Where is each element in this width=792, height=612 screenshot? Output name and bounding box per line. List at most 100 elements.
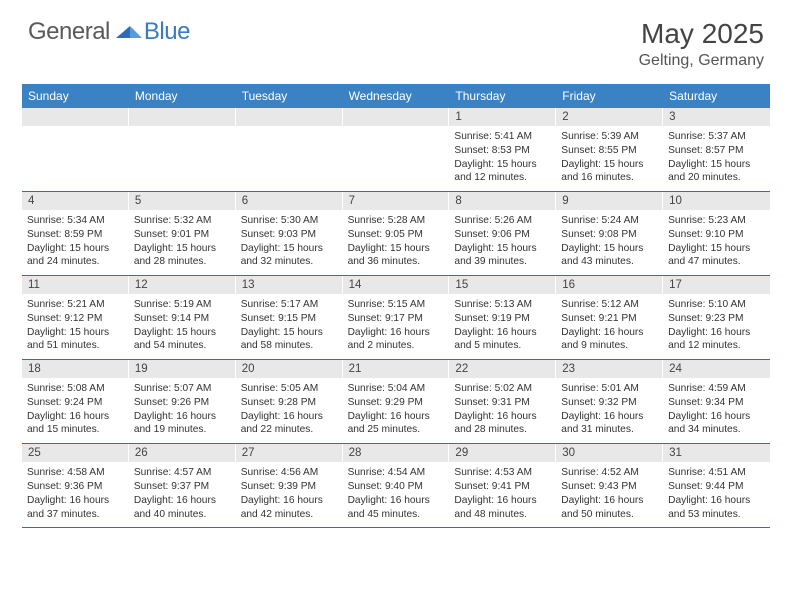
daylight-text-1: Daylight: 16 hours: [668, 326, 765, 340]
daylight-text-1: Daylight: 15 hours: [454, 158, 551, 172]
sunset-text: Sunset: 9:41 PM: [454, 480, 551, 494]
sunrise-text: Sunrise: 5:07 AM: [134, 382, 231, 396]
sunrise-text: Sunrise: 5:37 AM: [668, 130, 765, 144]
daylight-text-2: and 19 minutes.: [134, 423, 231, 437]
day-number: 30: [556, 444, 663, 462]
day-body: Sunrise: 5:34 AMSunset: 8:59 PMDaylight:…: [22, 210, 129, 275]
day-number: 29: [449, 444, 556, 462]
day-number: 10: [663, 192, 770, 210]
daylight-text-1: Daylight: 15 hours: [561, 242, 658, 256]
daylight-text-2: and 51 minutes.: [27, 339, 124, 353]
day-body: Sunrise: 5:12 AMSunset: 9:21 PMDaylight:…: [556, 294, 663, 359]
daylight-text-1: Daylight: 15 hours: [241, 326, 338, 340]
sunset-text: Sunset: 9:01 PM: [134, 228, 231, 242]
day-number: [129, 108, 236, 126]
daylight-text-2: and 25 minutes.: [348, 423, 445, 437]
daylight-text-2: and 15 minutes.: [27, 423, 124, 437]
day-cell: 1Sunrise: 5:41 AMSunset: 8:53 PMDaylight…: [449, 108, 556, 191]
daylight-text-1: Daylight: 16 hours: [668, 410, 765, 424]
week-row: 18Sunrise: 5:08 AMSunset: 9:24 PMDayligh…: [22, 360, 770, 444]
sunset-text: Sunset: 9:37 PM: [134, 480, 231, 494]
day-body: Sunrise: 5:02 AMSunset: 9:31 PMDaylight:…: [449, 378, 556, 443]
day-number: 9: [556, 192, 663, 210]
day-body: Sunrise: 5:30 AMSunset: 9:03 PMDaylight:…: [236, 210, 343, 275]
sunset-text: Sunset: 9:39 PM: [241, 480, 338, 494]
calendar: SundayMondayTuesdayWednesdayThursdayFrid…: [22, 84, 770, 528]
day-body: Sunrise: 5:08 AMSunset: 9:24 PMDaylight:…: [22, 378, 129, 443]
day-number: 21: [343, 360, 450, 378]
daylight-text-2: and 40 minutes.: [134, 508, 231, 522]
sunrise-text: Sunrise: 5:32 AM: [134, 214, 231, 228]
day-number: 14: [343, 276, 450, 294]
daylight-text-2: and 5 minutes.: [454, 339, 551, 353]
title-block: May 2025 Gelting, Germany: [639, 18, 764, 70]
sunrise-text: Sunrise: 4:53 AM: [454, 466, 551, 480]
day-body: Sunrise: 5:32 AMSunset: 9:01 PMDaylight:…: [129, 210, 236, 275]
daylight-text-2: and 2 minutes.: [348, 339, 445, 353]
logo: General Blue: [28, 18, 190, 46]
day-cell: [129, 108, 236, 191]
daylight-text-1: Daylight: 15 hours: [27, 326, 124, 340]
daylight-text-2: and 50 minutes.: [561, 508, 658, 522]
day-body: Sunrise: 5:04 AMSunset: 9:29 PMDaylight:…: [343, 378, 450, 443]
sunrise-text: Sunrise: 5:19 AM: [134, 298, 231, 312]
sunset-text: Sunset: 9:05 PM: [348, 228, 445, 242]
day-cell: 24Sunrise: 4:59 AMSunset: 9:34 PMDayligh…: [663, 360, 770, 443]
day-body: Sunrise: 5:24 AMSunset: 9:08 PMDaylight:…: [556, 210, 663, 275]
day-cell: [343, 108, 450, 191]
sunrise-text: Sunrise: 5:23 AM: [668, 214, 765, 228]
day-cell: 16Sunrise: 5:12 AMSunset: 9:21 PMDayligh…: [556, 276, 663, 359]
daylight-text-2: and 34 minutes.: [668, 423, 765, 437]
day-cell: 18Sunrise: 5:08 AMSunset: 9:24 PMDayligh…: [22, 360, 129, 443]
week-row: 4Sunrise: 5:34 AMSunset: 8:59 PMDaylight…: [22, 192, 770, 276]
sunset-text: Sunset: 9:36 PM: [27, 480, 124, 494]
day-body: Sunrise: 5:28 AMSunset: 9:05 PMDaylight:…: [343, 210, 450, 275]
daylight-text-1: Daylight: 16 hours: [27, 410, 124, 424]
day-body: Sunrise: 5:15 AMSunset: 9:17 PMDaylight:…: [343, 294, 450, 359]
daylight-text-1: Daylight: 16 hours: [454, 494, 551, 508]
daylight-text-2: and 22 minutes.: [241, 423, 338, 437]
sunrise-text: Sunrise: 5:12 AM: [561, 298, 658, 312]
dow-cell: Saturday: [663, 84, 770, 108]
daylight-text-2: and 24 minutes.: [27, 255, 124, 269]
sunrise-text: Sunrise: 5:39 AM: [561, 130, 658, 144]
daylight-text-2: and 31 minutes.: [561, 423, 658, 437]
sunset-text: Sunset: 9:26 PM: [134, 396, 231, 410]
day-number: 26: [129, 444, 236, 462]
day-cell: 6Sunrise: 5:30 AMSunset: 9:03 PMDaylight…: [236, 192, 343, 275]
day-cell: 20Sunrise: 5:05 AMSunset: 9:28 PMDayligh…: [236, 360, 343, 443]
day-cell: 8Sunrise: 5:26 AMSunset: 9:06 PMDaylight…: [449, 192, 556, 275]
day-number: [236, 108, 343, 126]
day-body: Sunrise: 5:19 AMSunset: 9:14 PMDaylight:…: [129, 294, 236, 359]
daylight-text-1: Daylight: 15 hours: [668, 242, 765, 256]
day-number: 12: [129, 276, 236, 294]
day-body: Sunrise: 4:57 AMSunset: 9:37 PMDaylight:…: [129, 462, 236, 527]
day-body: Sunrise: 4:53 AMSunset: 9:41 PMDaylight:…: [449, 462, 556, 527]
dow-cell: Thursday: [449, 84, 556, 108]
day-number: 17: [663, 276, 770, 294]
daylight-text-1: Daylight: 16 hours: [241, 410, 338, 424]
day-cell: 29Sunrise: 4:53 AMSunset: 9:41 PMDayligh…: [449, 444, 556, 527]
sunrise-text: Sunrise: 5:26 AM: [454, 214, 551, 228]
daylight-text-2: and 43 minutes.: [561, 255, 658, 269]
sunrise-text: Sunrise: 5:13 AM: [454, 298, 551, 312]
daylight-text-2: and 39 minutes.: [454, 255, 551, 269]
sunset-text: Sunset: 9:32 PM: [561, 396, 658, 410]
day-cell: 25Sunrise: 4:58 AMSunset: 9:36 PMDayligh…: [22, 444, 129, 527]
month-title: May 2025: [639, 18, 764, 50]
day-number: 2: [556, 108, 663, 126]
day-number: 28: [343, 444, 450, 462]
sunrise-text: Sunrise: 5:41 AM: [454, 130, 551, 144]
day-body: Sunrise: 4:51 AMSunset: 9:44 PMDaylight:…: [663, 462, 770, 527]
daylight-text-1: Daylight: 16 hours: [348, 326, 445, 340]
daylight-text-2: and 28 minutes.: [134, 255, 231, 269]
sunset-text: Sunset: 9:17 PM: [348, 312, 445, 326]
location: Gelting, Germany: [639, 52, 764, 70]
day-number: 1: [449, 108, 556, 126]
sunrise-text: Sunrise: 5:15 AM: [348, 298, 445, 312]
day-number: 4: [22, 192, 129, 210]
sunset-text: Sunset: 9:19 PM: [454, 312, 551, 326]
daylight-text-1: Daylight: 16 hours: [561, 494, 658, 508]
day-body: Sunrise: 4:52 AMSunset: 9:43 PMDaylight:…: [556, 462, 663, 527]
day-cell: 10Sunrise: 5:23 AMSunset: 9:10 PMDayligh…: [663, 192, 770, 275]
